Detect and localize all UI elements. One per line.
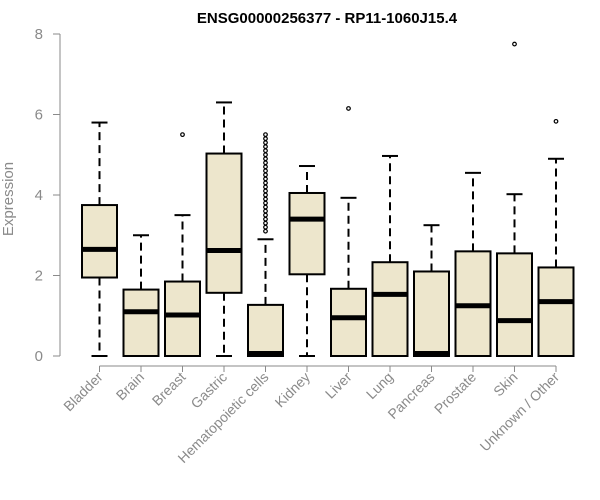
outlier-point: [263, 144, 268, 150]
box-bladder: [81, 121, 118, 357]
outlier-point: [263, 180, 268, 186]
outlier-point: [263, 196, 268, 202]
iqr-box: [371, 261, 409, 357]
box-brain: [122, 234, 160, 357]
outlier-point: [263, 216, 268, 222]
box-unknown-other: [537, 118, 575, 358]
x-tick-label: Unknown / Other: [477, 369, 563, 455]
x-tick-label: Brain: [113, 369, 147, 403]
chart-title: ENSG00000256377 - RP11-1060J15.4: [197, 10, 458, 27]
y-tick-label: 0: [35, 348, 43, 365]
outlier-point: [263, 228, 268, 234]
iqr-box: [122, 288, 160, 357]
outlier-point: [263, 148, 268, 154]
box-lung: [371, 154, 409, 357]
x-tick-label: Liver: [322, 369, 355, 402]
x-tick-label: Breast: [149, 369, 189, 409]
outlier-point: [263, 192, 268, 198]
y-tick-label: 2: [35, 268, 43, 285]
iqr-box: [81, 204, 118, 279]
iqr-box: [205, 152, 243, 294]
x-tick-label: Lung: [363, 369, 396, 402]
outlier-point: [263, 172, 268, 178]
y-tick-label: 4: [35, 187, 43, 204]
outlier-point: [263, 152, 268, 158]
box-gastric: [205, 101, 243, 357]
iqr-box: [496, 252, 533, 357]
outlier-point: [553, 118, 559, 124]
iqr-box: [537, 266, 575, 358]
outlier-point: [346, 106, 351, 111]
y-tick-label: 6: [35, 107, 43, 124]
box-pancreas: [413, 224, 450, 358]
outlier-point: [180, 132, 185, 138]
outlier-point: [263, 168, 268, 174]
outlier-point: [263, 200, 268, 206]
outlier-point: [263, 176, 268, 182]
y-axis-label: Expression: [0, 162, 17, 236]
outlier-point: [263, 184, 268, 190]
outlier-point: [263, 224, 268, 230]
y-tick-label: 8: [35, 26, 43, 43]
outlier-point: [263, 204, 268, 210]
box-skin: [496, 41, 533, 357]
outlier-point: [263, 140, 268, 146]
outlier-point: [512, 41, 517, 47]
outlier-point: [263, 208, 268, 214]
box-prostate: [454, 171, 492, 358]
outlier-point: [263, 220, 268, 226]
plot-area: [81, 41, 575, 358]
outlier-point: [263, 160, 268, 166]
y-axis: 0 2 4 6 8: [35, 26, 61, 365]
outlier-point: [263, 132, 268, 138]
box-hematopoietic-cells: [247, 132, 284, 358]
iqr-box: [330, 287, 367, 357]
x-tick-label: Bladder: [60, 369, 106, 415]
outlier-point: [263, 188, 268, 194]
box-breast: [164, 132, 201, 358]
x-tick-label: Prostate: [431, 369, 479, 417]
box-kidney: [288, 165, 326, 357]
x-tick-label: Skin: [490, 369, 521, 400]
iqr-box: [164, 280, 201, 358]
iqr-box: [247, 303, 284, 358]
iqr-box: [413, 270, 450, 358]
outlier-point: [263, 212, 268, 218]
x-tick-label: Kidney: [272, 369, 314, 411]
outlier-point: [263, 156, 268, 162]
outlier-point: [263, 136, 268, 142]
outlier-point: [263, 164, 268, 170]
iqr-box: [288, 191, 326, 276]
box-liver: [330, 106, 367, 357]
